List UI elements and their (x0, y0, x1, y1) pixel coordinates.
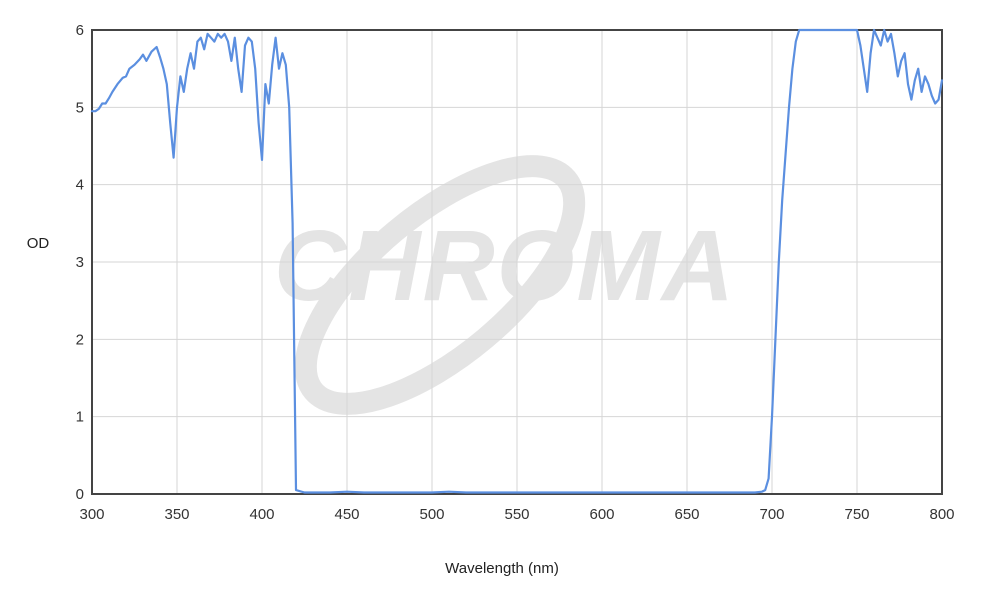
series-layer (90, 28, 944, 494)
x-tick-label-750: 750 (844, 506, 869, 523)
y-tick-label-5: 5 (76, 99, 84, 116)
x-tick-label-450: 450 (334, 506, 359, 523)
y-axis-ticks: 0 1 2 3 4 5 6 (76, 22, 84, 503)
grid-lines (91, 29, 943, 495)
watermark-text: CHROMA (274, 210, 736, 322)
x-tick-label-600: 600 (589, 506, 614, 523)
y-tick-label-2: 2 (76, 331, 84, 348)
x-tick-label-650: 650 (674, 506, 699, 523)
x-axis-ticks: 300 350 400 450 500 550 600 650 700 750 800 (79, 506, 954, 523)
plot-area-frame (91, 29, 943, 495)
y-tick-label-1: 1 (76, 409, 84, 426)
x-tick-label-400: 400 (249, 506, 274, 523)
y-tick-label-4: 4 (76, 177, 84, 194)
series-line-0 (90, 28, 944, 494)
x-tick-label-500: 500 (419, 506, 444, 523)
y-tick-label-6: 6 (76, 22, 84, 39)
y-tick-label-0: 0 (76, 486, 84, 503)
x-tick-label-800: 800 (929, 506, 954, 523)
x-tick-label-550: 550 (504, 506, 529, 523)
chroma-watermark: CHROMA (274, 155, 736, 415)
x-tick-label-700: 700 (759, 506, 784, 523)
y-tick-label-3: 3 (76, 254, 84, 271)
x-tick-label-300: 300 (79, 506, 104, 523)
watermark-swoosh (294, 155, 586, 415)
x-tick-label-350: 350 (164, 506, 189, 523)
x-axis-title: Wavelength (nm) (445, 560, 559, 577)
y-axis-title: OD (27, 235, 50, 252)
